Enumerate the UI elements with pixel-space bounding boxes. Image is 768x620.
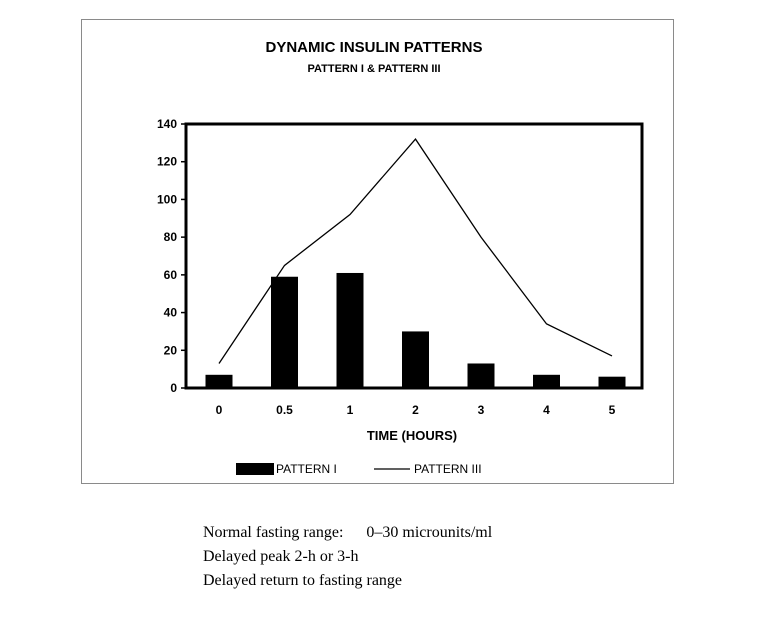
- x-tick-label: 5: [609, 403, 616, 417]
- note-delayed-return: Delayed return to fasting range: [203, 572, 403, 589]
- y-tick-label: 140: [157, 117, 177, 131]
- bar-pattern-i: [533, 374, 560, 388]
- line-pattern-iii: [218, 138, 613, 364]
- legend: PATTERN I PATTERN III: [236, 462, 482, 476]
- bar-pattern-i: [402, 331, 429, 388]
- x-tick-label: 0.5: [276, 403, 293, 417]
- plot-layer: 0 20 40 60 80 100 120 140 0 0.5 1 2 3 4 5: [157, 117, 644, 417]
- y-tick-label: 120: [157, 155, 177, 169]
- bar-pattern-i: [205, 374, 233, 388]
- y-tick-label: 100: [157, 192, 177, 206]
- chart-subtitle: PATTERN I & PATTERN III: [307, 63, 440, 75]
- chart-svg: DYNAMIC INSULIN PATTERNS PATTERN I & PAT…: [157, 39, 644, 476]
- y-tick-label: 80: [164, 230, 178, 244]
- x-tick-label: 3: [478, 403, 485, 417]
- bar-pattern-i: [336, 272, 364, 388]
- y-tick-label: 0: [170, 381, 177, 395]
- note-fasting-label: Normal fasting range:: [203, 524, 344, 541]
- y-tick-label: 40: [164, 306, 178, 320]
- chart-title: DYNAMIC INSULIN PATTERNS: [266, 39, 483, 56]
- x-tick-label: 4: [543, 403, 550, 417]
- x-tick-label: 1: [347, 403, 354, 417]
- legend-label-pattern-i: PATTERN I: [276, 462, 337, 476]
- bar-pattern-i: [598, 376, 626, 388]
- y-tick-label: 60: [164, 268, 178, 282]
- chart-frame: DYNAMIC INSULIN PATTERNS PATTERN I & PAT…: [81, 19, 674, 484]
- note-delayed-peak: Delayed peak 2-h or 3-h: [203, 548, 359, 565]
- x-tick-label: 0: [216, 403, 223, 417]
- notes-block: Normal fasting range: 0–30 microunits/ml …: [203, 521, 492, 593]
- bar-pattern-i: [271, 276, 298, 388]
- x-axis-title: TIME (HOURS): [367, 428, 457, 443]
- y-tick-label: 20: [164, 343, 178, 357]
- note-fasting-range: Normal fasting range: 0–30 microunits/ml: [203, 521, 492, 545]
- legend-swatch-pattern-i: [236, 463, 274, 475]
- legend-label-pattern-iii: PATTERN III: [414, 462, 482, 476]
- note-fasting-value: 0–30 microunits/ml: [366, 524, 493, 541]
- x-tick-label: 2: [412, 403, 419, 417]
- bar-pattern-i: [467, 363, 495, 388]
